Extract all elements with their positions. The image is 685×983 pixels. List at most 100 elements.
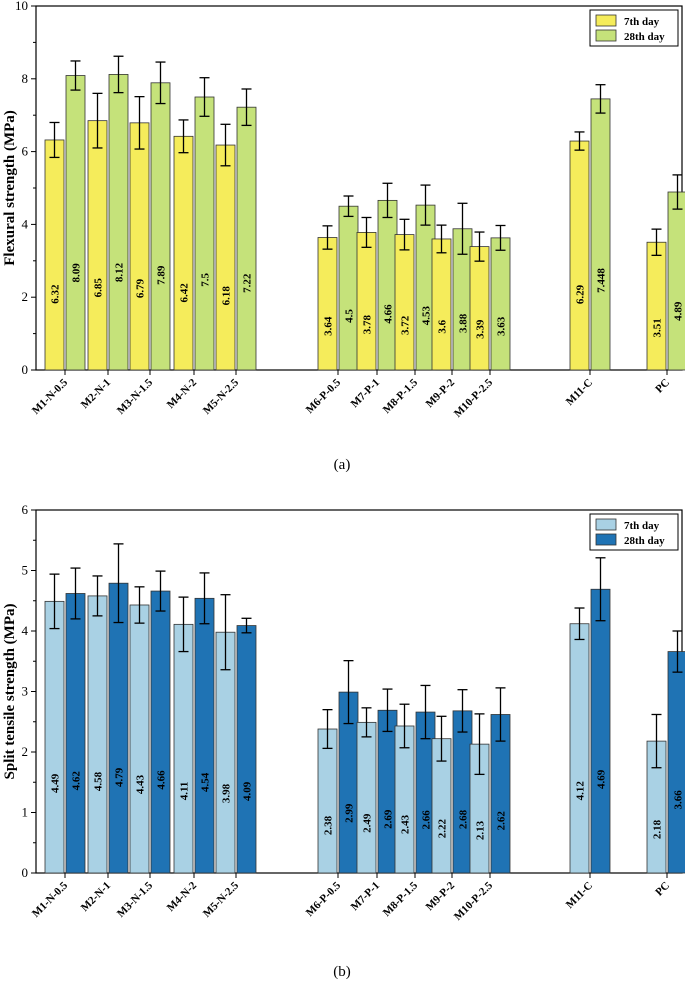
data-label: 3.98 [221, 783, 233, 803]
bar [108, 74, 129, 371]
data-label: 3.51 [652, 318, 664, 337]
bar [377, 199, 398, 371]
y-tick-label: 10 [15, 0, 28, 13]
data-label: 4.62 [71, 771, 83, 791]
data-label: 7.5 [200, 273, 212, 287]
x-tick-label: M7-P-1 [349, 377, 383, 411]
bar [452, 710, 473, 874]
y-tick-label: 5 [22, 563, 29, 578]
x-tick-label: M5-N-2.5 [201, 879, 242, 920]
legend-swatch [595, 14, 617, 27]
data-label: 6.42 [179, 283, 191, 303]
bar [150, 590, 171, 874]
data-label: 2.66 [421, 810, 433, 830]
x-tick-label: M10-P-2.5 [452, 879, 496, 923]
data-label: 3.78 [362, 314, 374, 334]
x-tick-label: M8-P-1.5 [381, 376, 421, 416]
bar [394, 234, 415, 371]
x-tick-label: M1-N-0.5 [30, 376, 71, 417]
x-tick-label: M7-P-1 [349, 880, 383, 914]
bar [377, 709, 398, 874]
x-tick-label: M2-N-1 [79, 377, 113, 411]
legend: 7th day 28th day [589, 513, 679, 551]
x-tick-label: M11-C [564, 880, 595, 911]
data-label: 2.22 [437, 819, 449, 839]
legend-label: 7th day [624, 520, 660, 532]
data-label: 2.68 [458, 809, 470, 829]
bar [317, 728, 338, 874]
y-axis-title: Flexural strength (MPa) [2, 110, 18, 266]
bar [356, 721, 377, 874]
legend-swatch [595, 29, 617, 42]
flexural-strength-chart: 0 2 4 6 8 10 Flexural strength (MPa) 6.32 8.09 M1… [2, 0, 685, 473]
x-tick-label: M8-P-1.5 [381, 879, 421, 919]
data-label: 4.43 [135, 774, 147, 794]
data-label: 2.62 [496, 811, 508, 831]
data-label: 4.53 [421, 305, 433, 325]
y-tick-label: 6 [22, 144, 29, 159]
data-label: 3.63 [496, 316, 508, 336]
data-label: 4.09 [242, 781, 254, 801]
bar [194, 96, 215, 371]
data-label: 7.22 [242, 273, 254, 293]
legend-swatch [595, 518, 617, 531]
bar [569, 623, 590, 874]
y-tick-label: 0 [22, 865, 29, 880]
bar [236, 106, 257, 371]
x-tick-label: PC [653, 880, 672, 899]
bar [646, 241, 667, 371]
legend-label: 28th day [624, 535, 665, 547]
bar [129, 604, 150, 874]
bar [87, 120, 108, 371]
bar [590, 98, 611, 371]
data-label: 3.66 [673, 790, 685, 810]
x-tick-label: M5-N-2.5 [201, 376, 242, 417]
y-tick-label: 4 [22, 623, 29, 638]
x-tick-label: M4-N-2 [165, 879, 200, 914]
y-axis-title: Split tensile strength (MPa) [2, 604, 18, 780]
y-tick-label: 2 [22, 289, 29, 304]
data-label: 3.39 [475, 319, 487, 339]
bar [338, 205, 359, 371]
y-tick-label: 3 [22, 684, 29, 699]
bar [667, 651, 685, 874]
data-label: 6.79 [135, 278, 147, 298]
data-label: 2.38 [323, 815, 335, 835]
y-tick-label: 2 [22, 744, 29, 759]
bar [215, 144, 236, 371]
y-tick-label: 4 [22, 216, 29, 231]
bar [44, 139, 65, 371]
data-label: 3.64 [323, 316, 335, 336]
data-label: 7.448 [596, 268, 608, 293]
data-label: 4.11 [179, 782, 191, 801]
y-tick-label: 6 [22, 502, 29, 517]
data-label: 4.89 [673, 301, 685, 321]
data-label: 4.66 [156, 770, 168, 790]
data-label: 6.85 [93, 278, 105, 298]
bar [590, 588, 611, 874]
data-label: 2.13 [475, 820, 487, 840]
bar [356, 232, 377, 371]
data-label: 4.69 [596, 769, 608, 789]
data-label: 2.49 [362, 813, 374, 833]
legend-swatch [595, 533, 617, 546]
bar [44, 600, 65, 874]
legend-label: 28th day [624, 31, 665, 43]
x-tick-label: M3-N-1.5 [115, 376, 156, 417]
bar [173, 623, 194, 874]
data-label: 4.12 [575, 781, 587, 801]
bar [490, 237, 511, 371]
x-tick-label: M3-N-1.5 [115, 879, 156, 920]
data-label: 4.49 [50, 773, 62, 793]
data-label: 4.5 [344, 309, 356, 323]
figure-caption: (a) [334, 457, 351, 473]
data-label: 7.89 [156, 265, 168, 285]
y-tick-label: 1 [22, 805, 29, 820]
data-label: 4.58 [93, 771, 105, 791]
data-label: 4.54 [200, 772, 212, 792]
bar [87, 595, 108, 874]
legend-label: 7th day [624, 16, 660, 28]
bar [129, 122, 150, 371]
x-tick-label: M6-P-0.5 [304, 879, 344, 919]
x-tick-label: M11-C [564, 377, 595, 408]
